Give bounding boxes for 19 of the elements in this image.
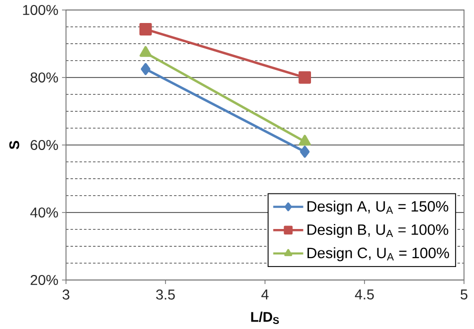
legend-label: Design B, U$_{A}$ = 100%: [308, 224, 448, 238]
y-tick-label: 80%: [30, 72, 58, 83]
point: [140, 63, 150, 76]
legend-label: Design C, U$_{A}$ = 100%: [308, 247, 450, 262]
y-tick-label: 40%: [30, 207, 58, 218]
y-tick-label: 20%: [30, 274, 58, 286]
x-axis-title: L/D$_{S}$: [251, 312, 279, 324]
x-tick-label: 3: [62, 290, 70, 300]
point: [298, 71, 312, 84]
y-tick-label: 100%: [23, 4, 58, 16]
x-tick-label: 5: [460, 290, 468, 300]
y-axis-title: S: [9, 140, 20, 150]
point: [300, 146, 310, 158]
point: [139, 23, 152, 36]
y-tick-label: 60%: [30, 140, 58, 150]
x-tick-label: 3.5: [156, 290, 175, 300]
x-tick-label: 4.5: [354, 290, 374, 300]
legend-label: Design A, U$_{A}$ = 150%: [308, 200, 448, 215]
x-tick-label: 4: [261, 290, 269, 300]
